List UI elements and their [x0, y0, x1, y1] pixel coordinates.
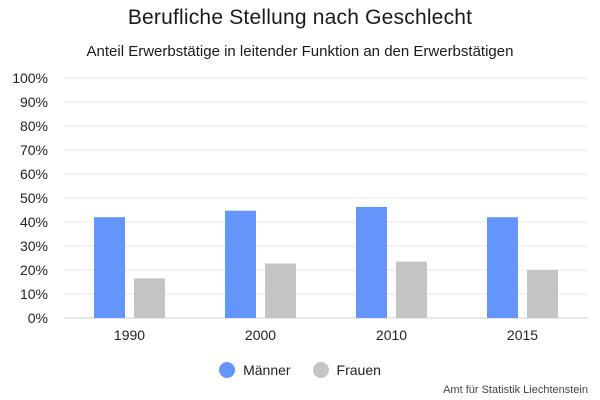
bar-maenner-2015[interactable] — [487, 217, 518, 318]
legend: Männer Frauen — [0, 362, 600, 378]
legend-item-frauen[interactable]: Frauen — [312, 362, 381, 378]
bar-maenner-1990[interactable] — [94, 217, 125, 318]
y-axis-ticks: 0% 10% 20% 30% 40% 50% 60% 70% 80% 90% 100% — [12, 70, 48, 326]
x-tick-label: 2000 — [245, 327, 276, 343]
bar-maenner-2000[interactable] — [225, 210, 256, 318]
y-tick-label: 70% — [20, 142, 48, 158]
chart-title: Berufliche Stellung nach Geschlecht — [127, 6, 473, 29]
bar-frauen-2010[interactable] — [396, 261, 427, 318]
legend-item-maenner[interactable]: Männer — [219, 362, 291, 378]
bar-frauen-2000[interactable] — [265, 263, 296, 318]
legend-label-maenner: Männer — [243, 362, 291, 378]
x-tick-label: 1990 — [114, 327, 145, 343]
bar-frauen-2015[interactable] — [527, 270, 558, 318]
y-tick-label: 10% — [20, 286, 48, 302]
legend-swatch-frauen — [312, 362, 329, 378]
y-tick-label: 80% — [20, 118, 48, 134]
chart-subtitle: Anteil Erwerbstätige in leitender Funkti… — [86, 43, 514, 60]
y-tick-label: 0% — [28, 310, 48, 326]
bars — [94, 206, 558, 318]
y-tick-label: 90% — [20, 94, 48, 110]
y-tick-label: 60% — [20, 166, 48, 182]
legend-label-frauen: Frauen — [336, 362, 381, 378]
legend-swatch-maenner — [219, 362, 236, 378]
bar-frauen-1990[interactable] — [134, 278, 165, 318]
y-tick-label: 40% — [20, 214, 48, 230]
y-tick-label: 20% — [20, 262, 48, 278]
y-tick-label: 30% — [20, 238, 48, 254]
x-axis-ticks: 1990 2000 2010 2015 — [114, 327, 538, 343]
x-tick-label: 2015 — [507, 327, 538, 343]
y-tick-label: 100% — [12, 70, 48, 86]
x-tick-label: 2010 — [376, 327, 407, 343]
y-tick-label: 50% — [20, 190, 48, 206]
bar-maenner-2010[interactable] — [356, 206, 387, 318]
source-note: Amt für Statistik Liechtenstein — [443, 384, 588, 396]
